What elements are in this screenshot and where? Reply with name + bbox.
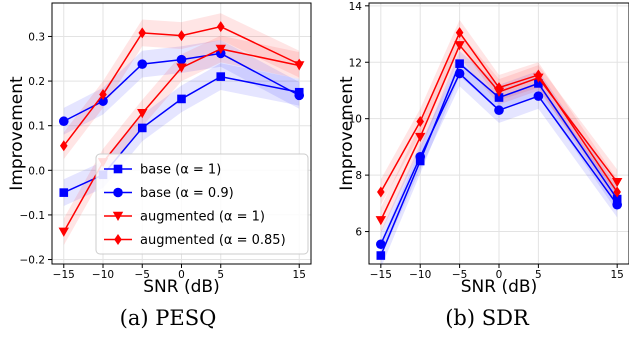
series-line: [380, 72, 618, 245]
series-band: [380, 19, 618, 205]
data-point: [611, 177, 623, 188]
data-point: [295, 58, 304, 70]
data-point: [294, 90, 305, 101]
series-line: [63, 25, 300, 147]
x-tick-label: −10: [92, 269, 114, 281]
data-point: [416, 116, 425, 128]
x-tick-label: 15: [293, 269, 306, 281]
legend-box: [95, 153, 309, 255]
panel-caption: (a) PESQ: [120, 306, 217, 330]
x-tick-label: −10: [409, 269, 431, 281]
data-point: [58, 227, 69, 237]
data-point: [454, 41, 465, 51]
chart-pesq: −15 −10 −5 0 5 15 −0.2 −0.1 0.0 0.1 0.2 0.3 SNR (dB)…: [7, 2, 312, 330]
series-line: [380, 31, 618, 193]
data-point: [376, 239, 386, 250]
data-point: [375, 216, 387, 226]
data-point: [58, 116, 69, 127]
legend-marker: [114, 234, 122, 245]
x-tick-label: −15: [370, 269, 392, 281]
x-axis-label: SNR (dB): [143, 277, 219, 297]
data-point: [137, 59, 148, 69]
data-point: [534, 69, 543, 81]
data-point: [494, 105, 504, 116]
data-point: [415, 132, 426, 143]
legend-label: base (α = 1): [140, 163, 221, 178]
x-tick-label: −5: [135, 269, 150, 281]
series-band: [380, 32, 618, 233]
data-point: [137, 123, 147, 133]
data-point: [376, 251, 386, 260]
y-tick-label: 12: [349, 57, 362, 69]
data-point: [455, 59, 464, 68]
x-tick-label: 5: [217, 269, 224, 281]
x-tick-label: −5: [452, 269, 467, 281]
data-point: [216, 72, 226, 81]
data-point: [176, 63, 187, 73]
y-axis-label: Improvement: [7, 76, 27, 191]
y-tick-label: 10: [349, 114, 362, 126]
series-band: [380, 60, 618, 257]
data-point: [534, 79, 543, 88]
data-point: [612, 199, 622, 210]
y-tick-label: −0.1: [20, 210, 46, 222]
series-line: [63, 52, 300, 122]
y-tick-label: 0.3: [28, 31, 45, 43]
data-point: [138, 27, 147, 39]
data-point: [612, 194, 622, 204]
data-point: [454, 68, 465, 79]
data-point: [495, 82, 503, 94]
y-tick-label: 0.1: [28, 121, 45, 133]
legend-label: base (α = 0.9): [140, 186, 234, 201]
y-tick-label: 0.0: [28, 165, 45, 177]
data-point: [533, 91, 544, 101]
data-point: [613, 186, 621, 198]
x-axis-label: SNR (dB): [461, 277, 537, 297]
data-point: [176, 54, 187, 65]
data-point: [177, 94, 186, 104]
legend-marker: [112, 211, 124, 221]
legend-marker: [113, 187, 123, 198]
data-point: [377, 186, 385, 198]
legend-label: augmented (α = 1): [140, 210, 265, 225]
series-band: [63, 35, 300, 246]
legend: base (α = 1) base (α = 0.9) augmented (α =…: [95, 153, 309, 255]
series-line: [380, 62, 618, 256]
y-tick-label: 6: [355, 227, 362, 239]
series-band: [63, 13, 300, 160]
x-tick-label: 0: [496, 269, 503, 281]
y-tick-label: −0.2: [20, 255, 46, 267]
x-tick-label: −15: [53, 269, 75, 281]
data-point: [137, 109, 148, 119]
data-point: [494, 93, 504, 102]
data-point: [455, 27, 464, 39]
data-point: [59, 140, 68, 152]
data-point: [415, 151, 426, 162]
y-tick-label: 0.2: [28, 76, 45, 88]
legend-label: augmented (α = 0.85): [140, 233, 286, 248]
y-tick-label: 8: [355, 170, 362, 182]
chart-sdr: −15 −10 −5 0 5 15 6 8 10 12 14 SNR (dB) Improvement (…: [337, 1, 629, 330]
y-tick-label: 14: [349, 1, 363, 13]
data-point: [99, 88, 107, 100]
data-point: [216, 21, 225, 33]
x-tick-label: 5: [535, 269, 542, 281]
x-tick-label: 0: [178, 269, 185, 281]
legend-marker: [113, 164, 123, 174]
data-point: [177, 30, 186, 42]
series-band: [63, 63, 300, 206]
panel-caption: (b) SDR: [445, 306, 530, 330]
y-axis-label: Improvement: [337, 76, 357, 191]
data-point: [215, 44, 226, 54]
data-point: [59, 188, 69, 197]
x-tick-label: 15: [610, 269, 623, 281]
